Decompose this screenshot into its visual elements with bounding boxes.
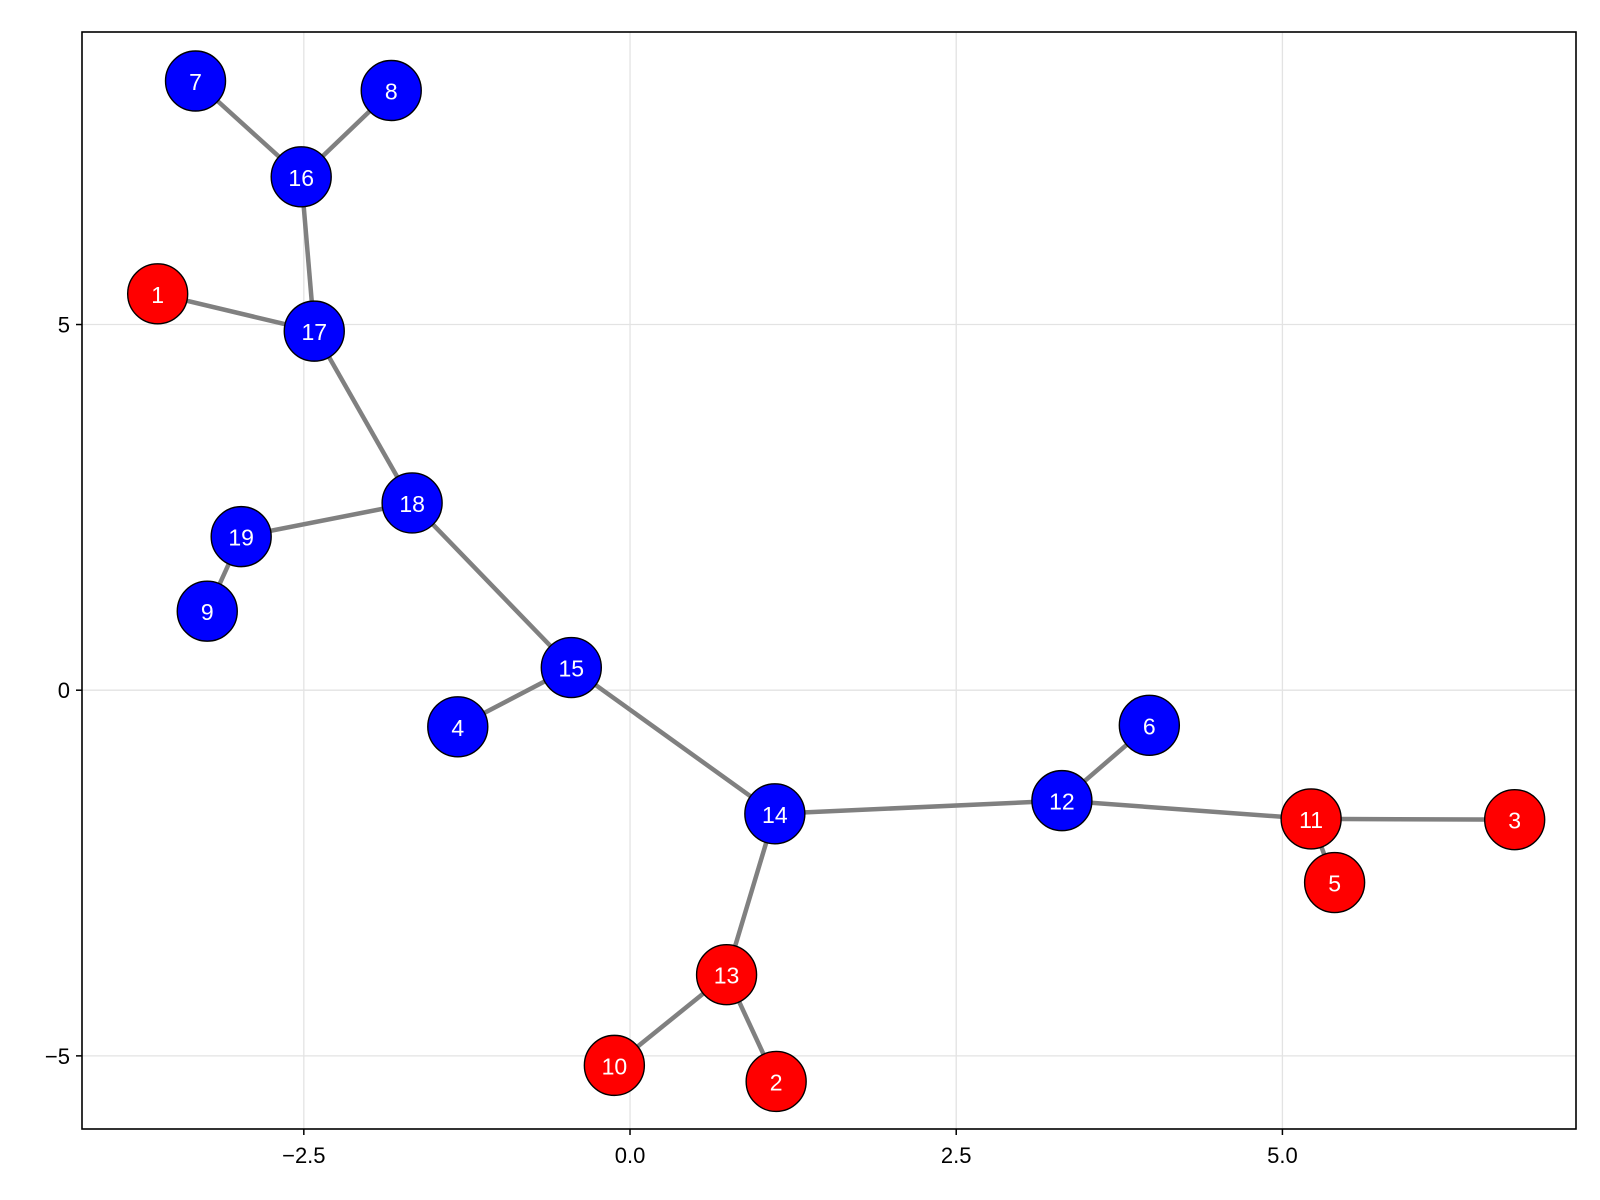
- y-tick-label: −5: [45, 1044, 70, 1069]
- node-19: 19: [210, 505, 272, 568]
- node-label: 3: [1508, 808, 1521, 834]
- node-11: 11: [1280, 788, 1342, 850]
- node-2: 2: [745, 1050, 807, 1113]
- node-circle: [1483, 788, 1546, 851]
- y-tick-label: 5: [58, 313, 70, 338]
- node-label: 2: [770, 1069, 783, 1095]
- node-circle: [176, 580, 238, 642]
- node-circle: [1280, 788, 1342, 850]
- x-tick-label: 2.5: [941, 1143, 972, 1168]
- node-15: 15: [540, 636, 603, 699]
- edge-11-3: [1311, 816, 1515, 822]
- node-circle: [540, 636, 603, 699]
- node-label: 7: [189, 69, 202, 95]
- node-circle: [1303, 851, 1366, 914]
- node-label: 15: [559, 656, 585, 682]
- node-label: 12: [1049, 789, 1075, 815]
- node-circle: [744, 783, 806, 845]
- node-14: 14: [744, 783, 806, 845]
- node-label: 19: [228, 525, 254, 551]
- node-label: 13: [714, 963, 740, 989]
- y-tick-label: 0: [58, 678, 70, 703]
- node-8: 8: [360, 59, 422, 122]
- node-circle: [1118, 694, 1181, 757]
- edge-14-12: [774, 798, 1063, 817]
- node-1: 1: [126, 263, 189, 325]
- node-circle: [210, 505, 272, 568]
- node-label: 10: [602, 1053, 628, 1079]
- node-circle: [381, 472, 443, 534]
- node-16: 16: [270, 146, 332, 208]
- x-tick-label: 0.0: [615, 1143, 646, 1168]
- node-label: 8: [385, 79, 398, 105]
- node-circle: [1031, 769, 1093, 832]
- edge-12-11: [1061, 798, 1312, 822]
- x-tick-label: −2.5: [282, 1143, 325, 1168]
- node-6: 6: [1118, 694, 1181, 757]
- node-label: 5: [1328, 871, 1341, 897]
- node-label: 4: [451, 715, 464, 741]
- node-circle: [283, 300, 345, 362]
- node-17: 17: [283, 300, 345, 362]
- edge-18-15: [410, 501, 573, 670]
- node-9: 9: [176, 580, 238, 642]
- node-18: 18: [381, 472, 443, 534]
- node-5: 5: [1303, 851, 1366, 914]
- node-label: 16: [288, 165, 314, 191]
- edge-17-18: [312, 330, 415, 505]
- node-13: 13: [695, 943, 758, 1006]
- node-label: 9: [201, 599, 214, 625]
- node-label: 11: [1299, 807, 1323, 833]
- node-circle: [126, 263, 189, 325]
- node-3: 3: [1483, 788, 1546, 851]
- node-label: 17: [301, 319, 327, 345]
- node-label: 1: [151, 282, 164, 308]
- x-tick-label: 5.0: [1267, 1143, 1298, 1168]
- node-12: 12: [1031, 769, 1093, 832]
- node-circle: [427, 696, 489, 758]
- plot-frame: [81, 31, 1577, 1130]
- node-label: 6: [1143, 713, 1156, 739]
- edge-15-14: [569, 665, 777, 816]
- node-circle: [360, 59, 422, 122]
- node-label: 18: [399, 491, 425, 517]
- node-label: 14: [762, 802, 788, 828]
- node-7: 7: [164, 50, 227, 112]
- axis-ticks: −2.5 0.0 2.5 5.0 5 0 −5: [45, 313, 1298, 1168]
- node-circle: [270, 146, 332, 208]
- node-circle: [695, 943, 758, 1006]
- node-circle: [164, 50, 227, 112]
- node-circle: [745, 1050, 807, 1113]
- node-10: 10: [583, 1034, 646, 1097]
- node-circle: [583, 1034, 646, 1097]
- node-4: 4: [427, 696, 489, 758]
